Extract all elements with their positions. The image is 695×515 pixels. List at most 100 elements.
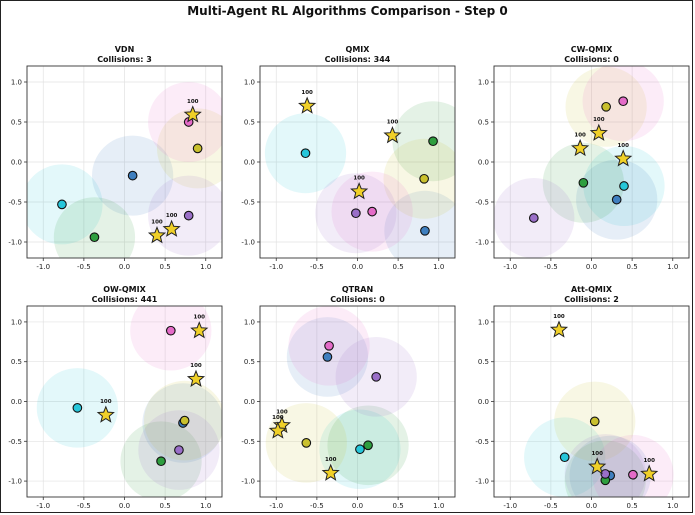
sensing-range-green <box>392 101 455 182</box>
sensing-range-purple <box>564 434 646 497</box>
collision-count: Collisions: 344 <box>325 55 391 64</box>
y-tick-label: -1.0 <box>8 239 22 247</box>
target-reward-label: 100 <box>643 458 655 464</box>
x-tick-label: 0.5 <box>393 263 404 271</box>
x-tick-label: -0.5 <box>310 502 324 510</box>
x-tick-label: -1.0 <box>503 263 517 271</box>
target-star <box>147 226 167 244</box>
agent-pink <box>367 206 377 217</box>
y-tick-label: 0.0 <box>478 159 489 167</box>
agent-pink <box>165 325 176 336</box>
agent-purple <box>183 210 194 221</box>
x-tick-label: 1.0 <box>200 502 211 510</box>
target-reward-label: 100 <box>353 176 365 182</box>
target-star <box>350 182 369 200</box>
collision-count: Collisions: 0 <box>330 295 385 304</box>
x-tick-label: -0.5 <box>544 263 558 271</box>
y-tick-label: 0.0 <box>11 398 22 406</box>
subplot-title: VDN <box>115 45 135 54</box>
x-tick-label: 1.0 <box>433 263 444 271</box>
collision-count: Collisions: 3 <box>97 55 152 64</box>
subplot-title: QTRAN <box>342 285 373 294</box>
sensing-range-olive <box>383 138 455 219</box>
x-tick-label: -1.0 <box>36 263 50 271</box>
y-tick-label: -0.5 <box>475 199 489 207</box>
target-star <box>298 96 317 114</box>
y-tick-label: -0.5 <box>8 199 22 207</box>
y-tick-label: 0.5 <box>478 119 489 127</box>
figure-title: Multi-Agent RL Algorithms Comparison - S… <box>187 4 508 18</box>
agent-green <box>428 136 438 147</box>
target-reward-label: 100 <box>617 143 629 149</box>
y-tick-label: 0.0 <box>244 159 255 167</box>
x-tick-label: 1.0 <box>667 263 678 271</box>
target-reward-label: 100 <box>553 314 565 320</box>
x-tick-label: 0.0 <box>119 502 130 510</box>
target-reward-label: 100 <box>190 363 202 369</box>
target-reward-label: 100 <box>301 90 313 96</box>
x-tick-label: 0.5 <box>160 502 171 510</box>
x-tick-label: -1.0 <box>269 263 283 271</box>
agent-pink <box>618 96 629 107</box>
target-star <box>186 369 206 387</box>
agent-green <box>363 440 373 451</box>
y-tick-label: 1.0 <box>244 318 255 326</box>
x-tick-label: -0.5 <box>77 263 91 271</box>
y-tick-label: 0.5 <box>478 358 489 366</box>
agent-olive <box>192 143 203 154</box>
target-reward-label: 100 <box>166 213 178 219</box>
agent-blue <box>322 352 333 362</box>
y-tick-label: -0.5 <box>475 438 489 446</box>
x-tick-label: 1.0 <box>433 502 444 510</box>
target-star <box>640 464 659 482</box>
agent-pink <box>628 469 638 480</box>
target-star <box>549 320 569 338</box>
target-reward-label: 100 <box>574 132 586 138</box>
agent-green <box>578 177 589 188</box>
agent-olive <box>589 416 600 427</box>
y-tick-label: 0.0 <box>244 398 255 406</box>
sensing-range-olive <box>157 108 222 189</box>
target-reward-label: 100 <box>151 220 163 226</box>
agent-cyan <box>57 199 67 210</box>
agent-purple <box>371 371 382 382</box>
collision-count: Collisions: 441 <box>92 295 158 304</box>
agent-purple <box>600 469 611 479</box>
x-tick-label: -0.5 <box>310 263 324 271</box>
target-reward-label: 100 <box>194 315 206 321</box>
target-star <box>589 123 608 141</box>
y-tick-label: -1.0 <box>241 239 255 247</box>
y-tick-label: -0.5 <box>241 199 255 207</box>
plot-area <box>36 306 222 497</box>
y-tick-label: -1.0 <box>475 239 489 247</box>
x-tick-label: 0.0 <box>119 263 130 271</box>
agent-cyan <box>355 444 365 455</box>
collision-count: Collisions: 0 <box>564 55 619 64</box>
subplot-title: QMIX <box>346 45 371 54</box>
y-tick-label: -0.5 <box>8 438 22 446</box>
plot-area <box>27 82 222 258</box>
x-tick-label: 0.0 <box>586 502 597 510</box>
target-reward-label: 100 <box>187 99 199 105</box>
x-tick-label: -0.5 <box>77 502 91 510</box>
agent-olive <box>301 438 312 448</box>
y-tick-label: 0.0 <box>11 159 22 167</box>
agent-blue <box>420 225 430 236</box>
agent-cyan <box>559 452 570 463</box>
x-tick-label: -1.0 <box>269 502 283 510</box>
agent-blue <box>611 194 622 205</box>
x-tick-label: 0.0 <box>352 263 363 271</box>
agent-olive <box>601 101 611 112</box>
target-star <box>321 463 340 481</box>
x-tick-label: -0.5 <box>544 502 558 510</box>
subplot-title: OW-QMIX <box>103 285 146 294</box>
target-star <box>96 405 115 423</box>
sensing-range-green <box>53 197 136 258</box>
x-tick-label: 0.0 <box>352 502 363 510</box>
